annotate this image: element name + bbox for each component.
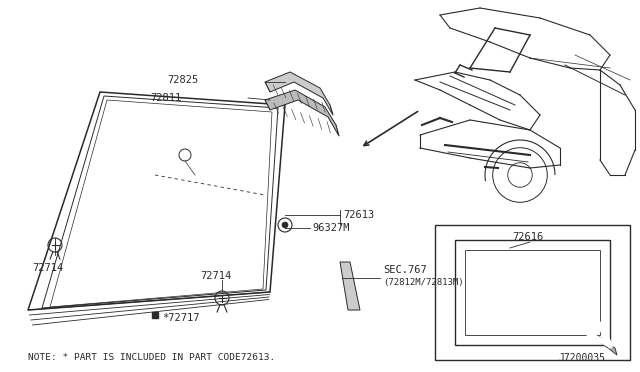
Text: 72811: 72811 [150,93,181,103]
Text: J7200035: J7200035 [558,353,605,363]
Text: (72812M/72813M): (72812M/72813M) [383,278,463,286]
Polygon shape [340,262,360,310]
Text: 72613: 72613 [343,210,374,220]
Polygon shape [28,92,285,310]
Text: SEC.767: SEC.767 [383,265,427,275]
Text: 72714: 72714 [32,263,63,273]
Bar [435,225,630,360]
Text: 72616: 72616 [512,232,543,242]
Text: NOTE: * PART IS INCLUDED IN PART CODE72613.: NOTE: * PART IS INCLUDED IN PART CODE726… [28,353,275,362]
Text: 96327M: 96327M [312,223,349,233]
Polygon shape [265,72,333,115]
Text: 72714: 72714 [200,271,231,281]
Text: 72825: 72825 [167,75,198,85]
Text: *72717: *72717 [162,313,200,323]
Polygon shape [597,335,617,355]
Polygon shape [265,90,339,136]
Circle shape [282,222,288,228]
